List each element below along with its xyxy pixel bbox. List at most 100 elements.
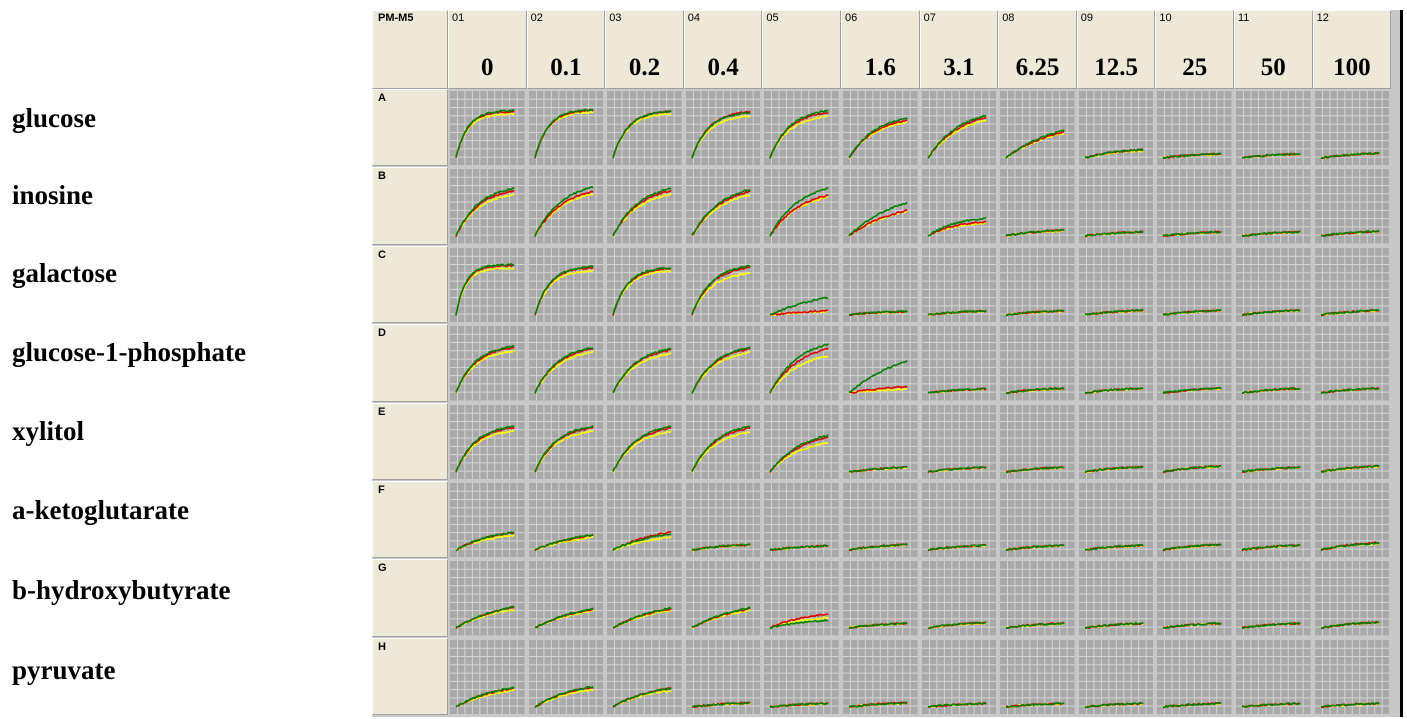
- well-G12: [1314, 561, 1390, 636]
- column-concentration: 0.1: [550, 54, 582, 81]
- well-D09: [1078, 326, 1154, 401]
- well-C06: [843, 247, 918, 323]
- well-D12: [1314, 326, 1390, 401]
- curve-green: [691, 543, 751, 551]
- well-E01: [450, 404, 525, 479]
- curve-green: [533, 264, 594, 315]
- curve-green: [769, 187, 829, 238]
- well-C02: [528, 247, 604, 323]
- column-concentration: 0.4: [707, 54, 739, 81]
- column-id: 10: [1159, 12, 1172, 24]
- row-letter: D: [378, 327, 386, 340]
- curve-green: [1084, 387, 1144, 395]
- curve-yellow: [769, 441, 829, 473]
- curve-green: [848, 201, 908, 237]
- plate-name-header: PM-M5: [372, 10, 448, 89]
- row-header-A: A: [372, 89, 448, 167]
- well-A02: [528, 91, 604, 166]
- column-header-11: 11 50: [1234, 10, 1313, 89]
- well-A11: [1236, 91, 1311, 166]
- well-C01: [450, 247, 525, 323]
- row-header-F: F: [372, 481, 448, 559]
- column-concentration: 25: [1182, 54, 1208, 81]
- well-H01: [450, 639, 525, 715]
- well-A03: [607, 91, 682, 166]
- row-label-F: a-ketoglutarate: [12, 495, 189, 525]
- curve-green: [1084, 465, 1144, 473]
- well-E09: [1078, 404, 1154, 479]
- curve-green: [533, 347, 594, 394]
- curve-green: [769, 343, 830, 394]
- curve-green: [612, 533, 672, 551]
- well-C07: [921, 247, 997, 323]
- curve-green: [533, 186, 594, 238]
- curve-yellow: [612, 535, 672, 551]
- curve-red: [770, 613, 829, 630]
- well-G05: [764, 561, 839, 636]
- curve-green: [1163, 308, 1222, 316]
- well-E11: [1236, 404, 1311, 479]
- curve-yellow: [533, 429, 594, 473]
- well-B04: [685, 169, 761, 244]
- curve-green: [612, 347, 672, 394]
- curve-green: [1084, 308, 1144, 316]
- curve-red: [848, 209, 908, 237]
- well-B08: [1000, 169, 1075, 244]
- row-letter: C: [378, 248, 386, 261]
- plate-right-border: [1400, 10, 1403, 717]
- row-label-E: xylitol: [12, 416, 84, 446]
- column-header-07: 07 3.1: [919, 10, 999, 89]
- curve-green: [1241, 543, 1301, 551]
- curve-red: [769, 194, 829, 237]
- well-F04: [685, 483, 761, 558]
- curve-green: [612, 266, 672, 315]
- well-B09: [1078, 169, 1154, 244]
- curve-green: [612, 687, 672, 708]
- well-D06: [843, 326, 918, 401]
- column-id: 04: [687, 12, 701, 24]
- curve-green: [1163, 231, 1222, 238]
- well-H06: [843, 639, 918, 715]
- curve-red: [848, 385, 908, 394]
- curve-green: [455, 424, 515, 472]
- curve-green: [848, 309, 908, 316]
- well-C12: [1314, 247, 1390, 323]
- well-F05: [764, 483, 839, 558]
- curve-green: [1241, 387, 1301, 395]
- curve-green: [1005, 544, 1065, 552]
- well-C10: [1157, 247, 1232, 323]
- curve-yellow: [534, 688, 593, 708]
- well-E08: [1000, 404, 1075, 479]
- curve-green: [455, 262, 515, 316]
- curve-green: [1006, 229, 1065, 237]
- column-id: 12: [1316, 12, 1329, 24]
- curve-yellow: [691, 271, 751, 316]
- curve-green: [926, 114, 986, 159]
- well-A07: [921, 91, 997, 166]
- curve-green: [1005, 309, 1065, 317]
- curve-green: [691, 264, 751, 315]
- well-G10: [1157, 561, 1232, 636]
- well-H08: [1000, 639, 1075, 715]
- curve-green: [534, 607, 594, 629]
- column-concentration: 12.5: [1094, 54, 1138, 81]
- curve-green: [927, 387, 987, 394]
- curve-yellow: [533, 269, 594, 316]
- row-label-B: inosine: [12, 180, 94, 210]
- well-F11: [1236, 483, 1311, 558]
- curve-green: [1084, 702, 1144, 709]
- row-header-B: B: [372, 167, 448, 245]
- row-letter: G: [378, 562, 387, 575]
- curve-yellow: [455, 349, 515, 394]
- well-B11: [1236, 169, 1311, 244]
- well-F10: [1157, 483, 1232, 558]
- curve-green: [691, 606, 751, 629]
- well-D07: [921, 326, 997, 401]
- curve-green: [533, 424, 594, 472]
- well-F09: [1078, 483, 1154, 558]
- curve-green: [1162, 543, 1222, 551]
- well-G04: [685, 561, 761, 636]
- row-label-D: glucose-1-phosphate: [12, 337, 247, 367]
- curve-red: [927, 221, 986, 238]
- curve-green: [769, 109, 829, 159]
